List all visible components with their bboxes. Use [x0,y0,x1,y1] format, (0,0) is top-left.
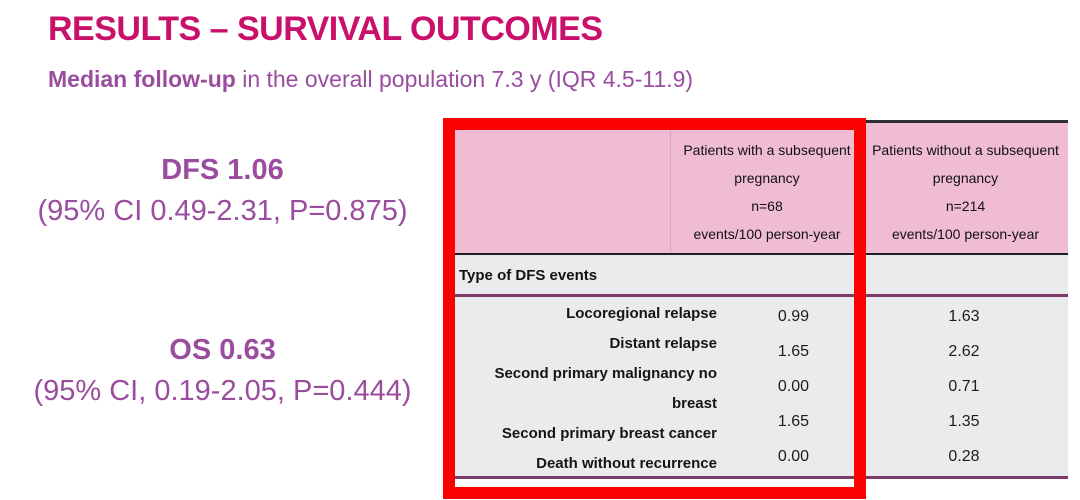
event-label: Distant relapse [609,335,717,352]
with-pregnancy-values-column: 0.99 1.65 0.00 1.65 0.00 [727,297,860,476]
event-label: Second primary malignancy no breast [494,365,717,412]
event-rate-without-pregnancy: 0.71 [948,378,980,395]
event-rate-without-pregnancy: 1.63 [948,308,980,325]
table-body: Locoregional relapse Distant relapse Sec… [455,297,1068,479]
section-row-type-of-dfs-events: Type of DFS events [455,255,1068,297]
table-header-row: Patients with a subsequent pregnancy n=6… [455,123,1068,255]
with-pregnancy-header-cell: Patients with a subsequent pregnancy n=6… [670,123,863,253]
os-confidence-interval: (95% CI, 0.19-2.05, P=0.444) [33,375,412,407]
without-pregnancy-values-column: 1.63 2.62 0.71 1.35 0.28 [860,297,1068,476]
os-stat-block: OS 0.63 (95% CI, 0.19-2.05, P=0.444) [0,332,445,410]
event-rate-without-pregnancy: 1.35 [948,413,980,430]
median-followup-line: Median follow-up in the overall populati… [48,66,693,93]
event-labels-column: Locoregional relapse Distant relapse Sec… [455,297,727,476]
event-rate-with-pregnancy: 1.65 [777,413,810,430]
dfs-confidence-interval: (95% CI 0.49-2.31, P=0.875) [37,195,408,227]
dfs-stat-block: DFS 1.06 (95% CI 0.49-2.31, P=0.875) [0,152,445,230]
event-label: Second primary breast cancer [501,425,717,442]
page-title: RESULTS – SURVIVAL OUTCOMES [48,10,603,48]
without-pregnancy-header-cell: Patients without a subsequent pregnancy … [872,142,1059,242]
event-rate-without-pregnancy: 2.62 [948,343,980,360]
median-followup-label: Median follow-up [48,66,236,92]
event-rate-with-pregnancy: 1.65 [777,343,810,360]
event-rate-with-pregnancy: 0.00 [777,378,810,395]
event-rate-without-pregnancy: 0.28 [948,448,980,465]
event-rate-with-pregnancy: 0.99 [777,308,810,325]
dfs-events-table: Patients with a subsequent pregnancy n=6… [455,120,1068,479]
dfs-hazard-ratio: DFS 1.06 [161,154,284,186]
event-label: Death without recurrence [536,455,717,472]
event-rate-with-pregnancy: 0.00 [777,448,810,465]
empty-header-cell [455,123,670,253]
median-followup-text: in the overall population 7.3 y (IQR 4.5… [235,66,694,92]
os-hazard-ratio: OS 0.63 [169,334,276,366]
event-label: Locoregional relapse [566,305,717,322]
